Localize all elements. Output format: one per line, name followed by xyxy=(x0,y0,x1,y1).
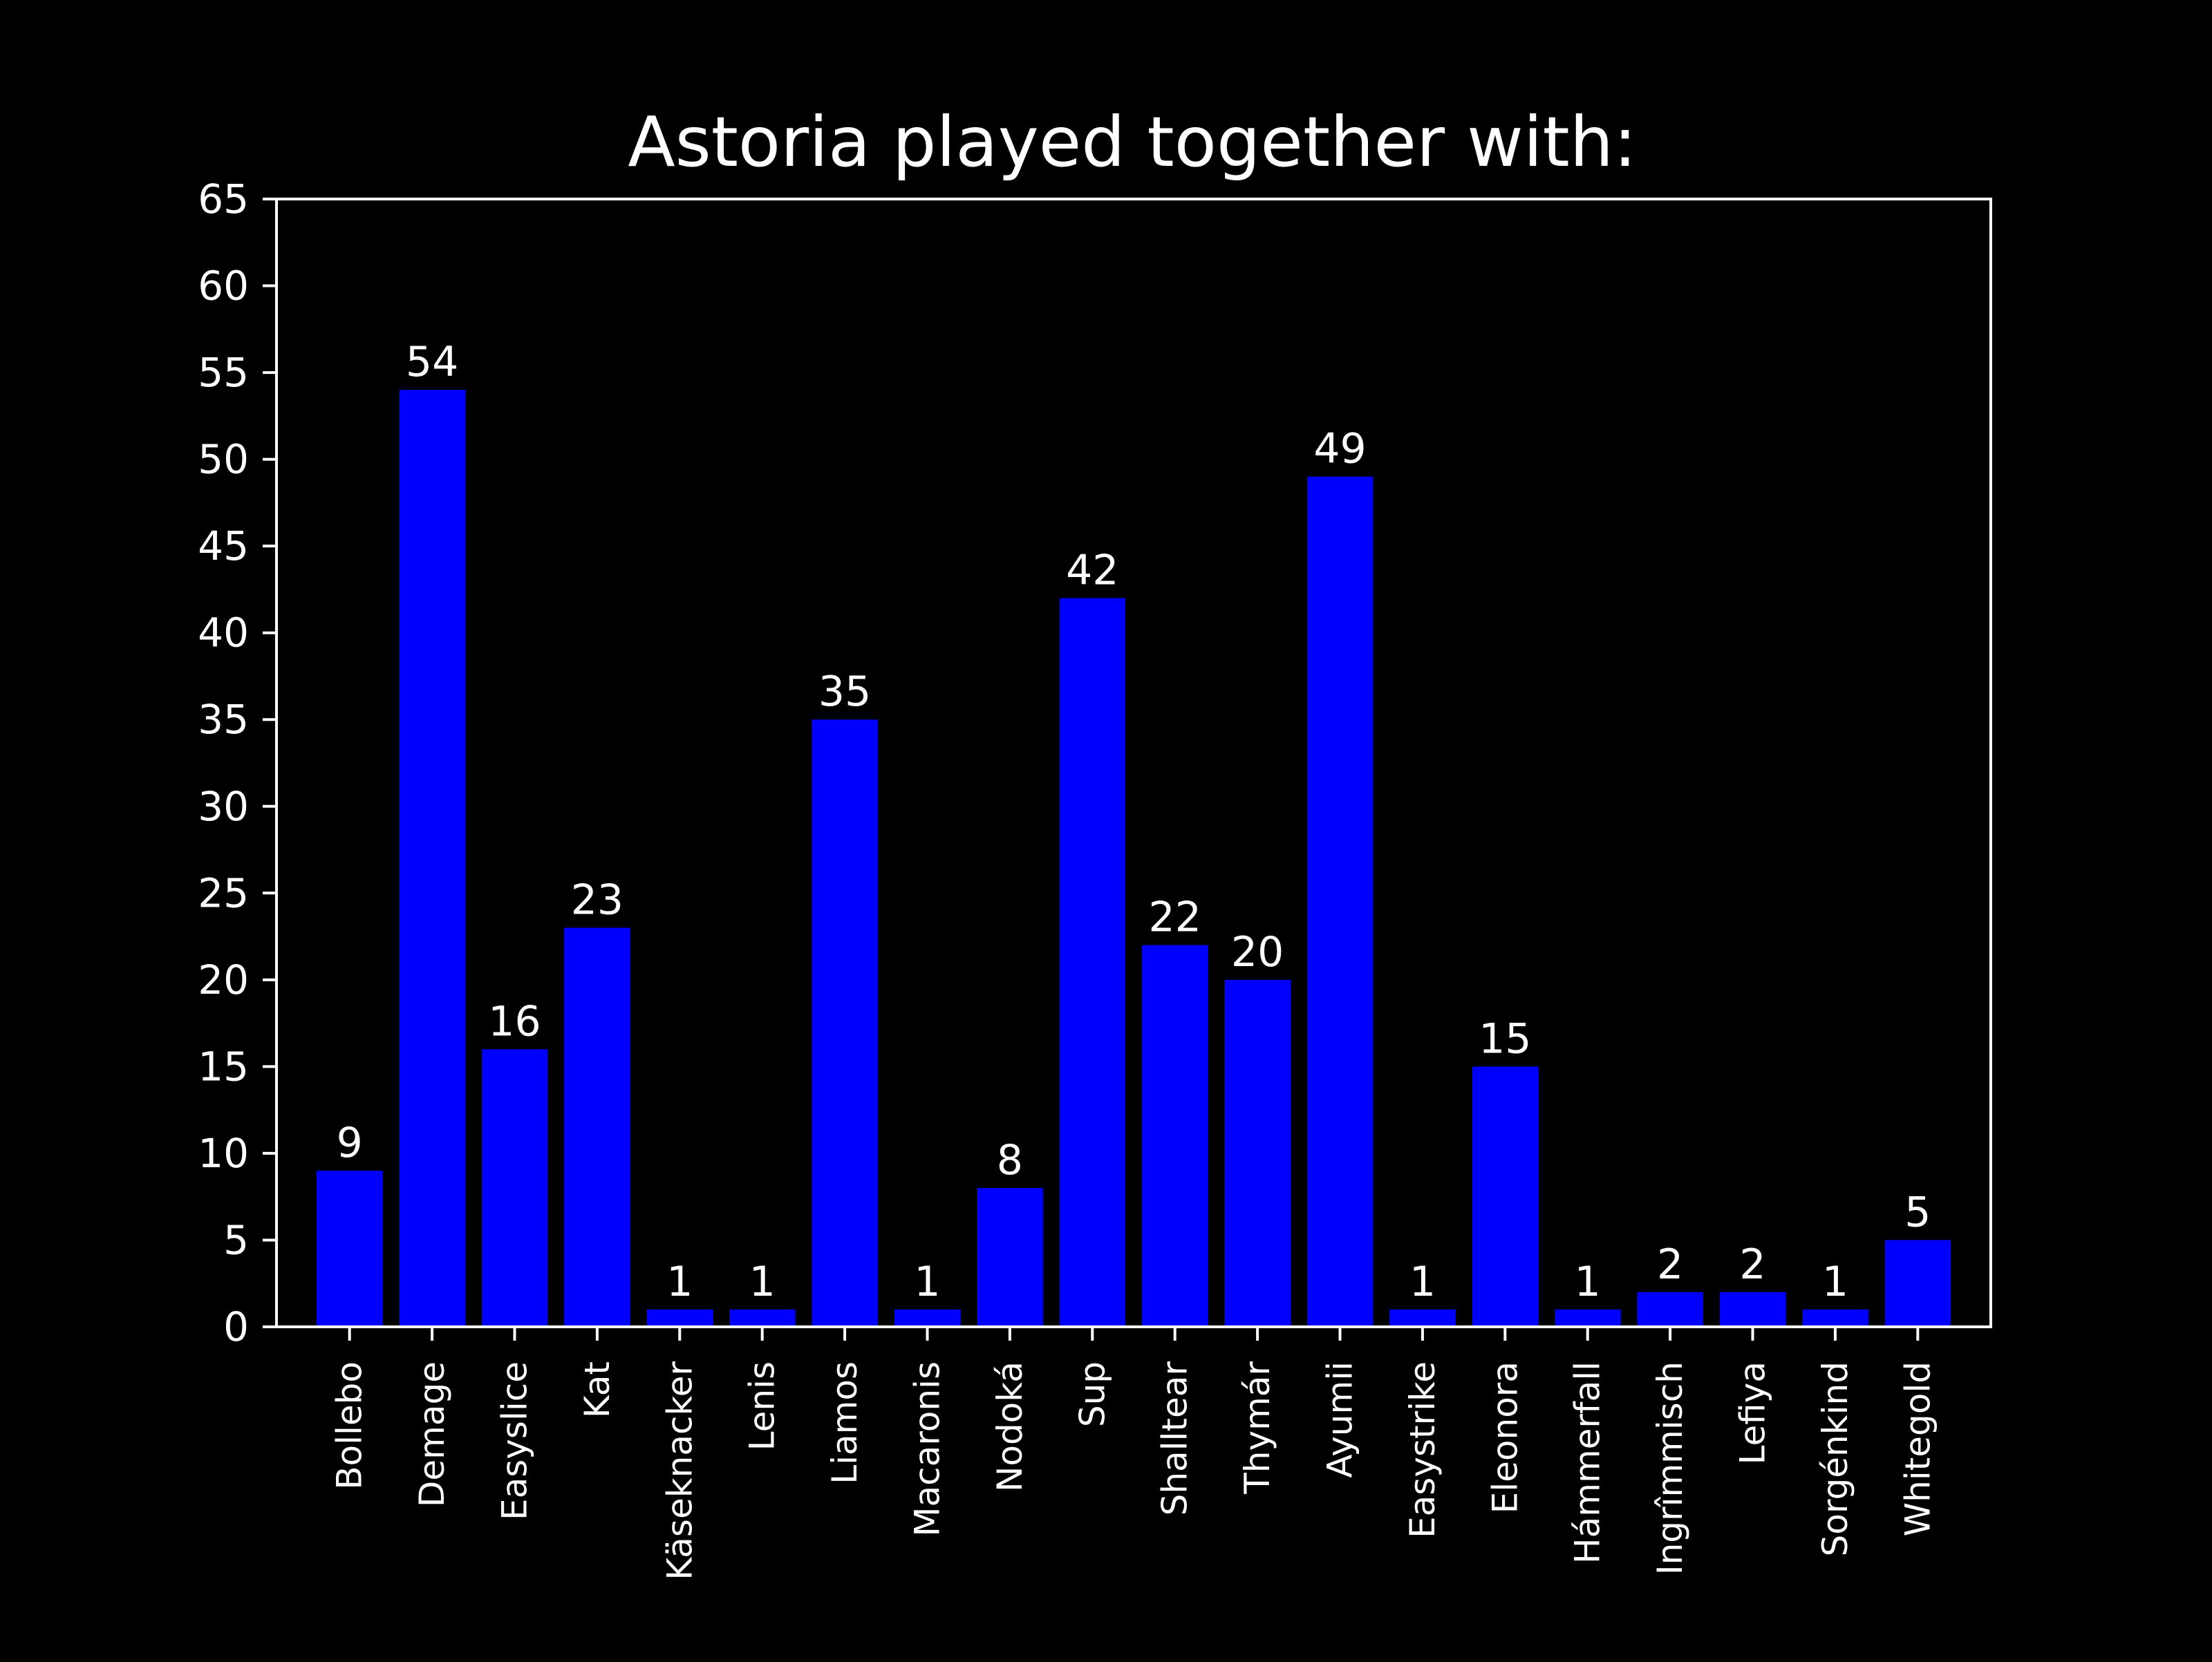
bars xyxy=(316,390,1951,1328)
data-label: 2 xyxy=(1657,1240,1683,1289)
y-tick-label: 50 xyxy=(198,436,249,483)
bar xyxy=(1224,979,1291,1327)
data-label: 9 xyxy=(337,1119,363,1167)
x-tick-label: Demage xyxy=(412,1361,452,1507)
chart-title: Astoria played together with: xyxy=(628,102,1637,182)
y-tick-label: 55 xyxy=(198,349,249,396)
y-tick-label: 45 xyxy=(198,522,249,569)
x-tick-label: Ayumii xyxy=(1320,1361,1360,1478)
x-tick-label: Kat xyxy=(577,1361,617,1418)
bar xyxy=(316,1171,383,1327)
data-label: 2 xyxy=(1739,1240,1765,1289)
data-label: 8 xyxy=(997,1136,1023,1184)
data-label: 1 xyxy=(1822,1258,1848,1306)
x-axis: Bollebo Demage Easyslice Kat Käseknacker Leni… xyxy=(330,1327,1938,1580)
bar xyxy=(646,1309,713,1327)
x-tick-label: Thymár xyxy=(1237,1361,1277,1495)
x-tick-label: Käseknacker xyxy=(659,1361,700,1580)
data-label: 54 xyxy=(406,338,458,386)
bar xyxy=(1884,1240,1951,1327)
x-tick-label: Shalltear xyxy=(1155,1361,1195,1516)
y-tick-label: 60 xyxy=(198,263,249,310)
x-tick-label: Whitegold xyxy=(1897,1361,1938,1536)
data-label: 22 xyxy=(1149,894,1201,942)
x-tick-label: Sorgénkind xyxy=(1815,1361,1855,1556)
y-tick-label: 30 xyxy=(198,783,249,830)
y-tick-label: 0 xyxy=(223,1303,249,1350)
data-label: 35 xyxy=(818,668,871,716)
bar xyxy=(812,719,878,1327)
y-tick-label: 25 xyxy=(198,869,249,916)
bar xyxy=(481,1049,548,1327)
bar xyxy=(399,390,465,1328)
x-tick-label: Hámmerfall xyxy=(1568,1361,1608,1564)
bar xyxy=(1141,945,1208,1327)
y-tick-label: 5 xyxy=(223,1216,249,1263)
bar xyxy=(1059,598,1126,1327)
bar xyxy=(1472,1066,1539,1327)
y-tick-label: 65 xyxy=(198,176,249,223)
data-label: 23 xyxy=(571,876,624,925)
x-tick-label: Ingrîmmisch xyxy=(1650,1361,1690,1575)
data-label: 1 xyxy=(749,1258,776,1306)
x-tick-label: Macaronis xyxy=(907,1361,947,1537)
x-tick-label: Lenis xyxy=(742,1361,782,1451)
x-tick-label: Nodoká xyxy=(990,1361,1030,1492)
data-label: 20 xyxy=(1231,928,1284,976)
x-tick-label: Sup xyxy=(1072,1361,1112,1427)
x-tick-label: Eleonora xyxy=(1485,1361,1525,1513)
bar xyxy=(1389,1309,1456,1327)
bar xyxy=(894,1309,961,1327)
data-label: 1 xyxy=(666,1258,693,1306)
y-tick-label: 35 xyxy=(198,696,249,743)
data-label: 42 xyxy=(1066,546,1118,594)
y-axis: 0 5 10 15 20 25 30 35 40 45 50 55 60 65 xyxy=(198,176,276,1350)
data-label: 1 xyxy=(1575,1258,1601,1306)
bar xyxy=(1719,1292,1786,1327)
bar xyxy=(977,1188,1043,1327)
plot-frame xyxy=(275,198,1992,1328)
data-label: 1 xyxy=(1409,1258,1436,1306)
y-tick-label: 15 xyxy=(198,1043,249,1090)
bar xyxy=(729,1309,796,1327)
x-tick-label: Easyslice xyxy=(494,1361,534,1520)
bar xyxy=(1306,476,1374,1327)
x-tick-label: Bollebo xyxy=(330,1361,370,1490)
x-tick-label: Liamos xyxy=(825,1361,865,1484)
y-tick-label: 40 xyxy=(198,610,249,657)
x-tick-label: Easystrike xyxy=(1403,1361,1443,1538)
data-label: 16 xyxy=(488,997,541,1046)
bar xyxy=(1637,1292,1703,1327)
y-tick-label: 20 xyxy=(198,956,249,1003)
data-label: 1 xyxy=(914,1258,940,1306)
data-label: 5 xyxy=(1904,1188,1931,1236)
bar xyxy=(1802,1309,1868,1327)
bar xyxy=(1554,1309,1621,1327)
data-label: 49 xyxy=(1313,425,1366,473)
x-tick-label: Lefiya xyxy=(1733,1361,1773,1464)
y-tick-label: 10 xyxy=(198,1130,249,1177)
data-label: 15 xyxy=(1479,1014,1531,1063)
bar xyxy=(564,927,630,1327)
